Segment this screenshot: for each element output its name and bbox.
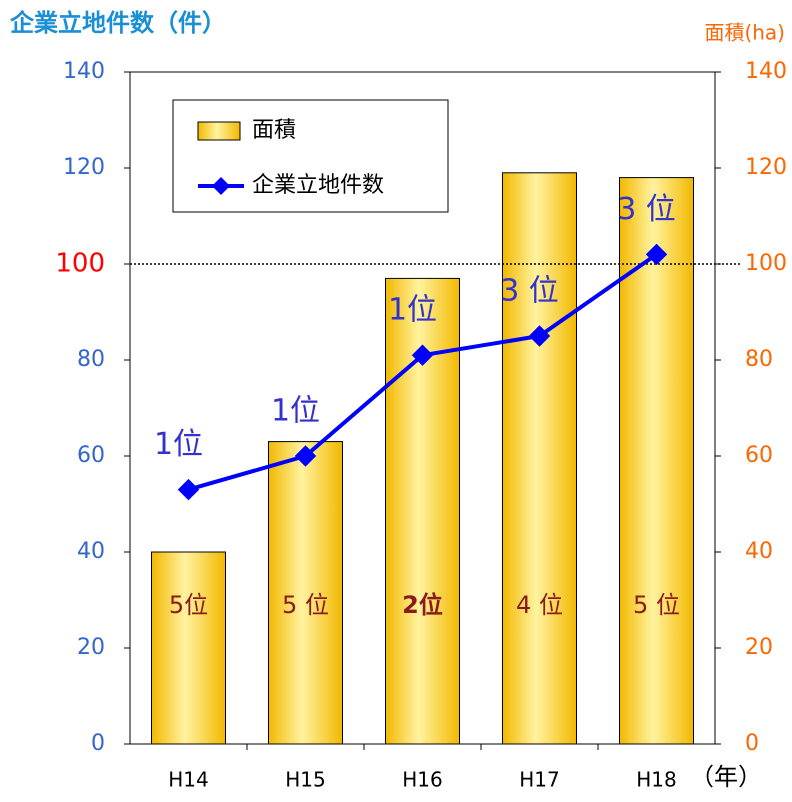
y-tick-label: 80: [77, 347, 105, 372]
legend-label: 面積: [252, 118, 296, 143]
line-annotation: 3 位: [617, 192, 676, 227]
legend-label: 企業立地件数: [252, 173, 384, 198]
line-marker: [294, 445, 317, 467]
y2-tick-label: 140: [745, 59, 787, 84]
y-tick-label: 140: [63, 59, 105, 84]
y2-axis-label: 面積(ha): [704, 21, 785, 45]
y-tick-label: 60: [77, 443, 105, 468]
line-annotation: 1位: [388, 293, 437, 328]
y2-tick-label: 20: [745, 635, 773, 660]
y2-tick-label: 120: [745, 155, 787, 180]
line-marker: [411, 344, 434, 366]
bar-annotation: 5 位: [282, 591, 329, 619]
x-tick-label: H16: [402, 768, 443, 792]
y-axis-label: 企業立地件数（件）: [10, 9, 226, 37]
x-tick-label: H18: [636, 768, 677, 792]
line-annotation: 1位: [154, 427, 203, 462]
y-tick-label: 120: [63, 155, 105, 180]
legend: [172, 99, 449, 213]
x-tick-label: H14: [168, 768, 209, 792]
bar: [268, 441, 343, 745]
bar-annotation: 2位: [402, 591, 443, 619]
bar-annotation: 5位: [169, 591, 208, 619]
y2-tick-label: 60: [745, 443, 773, 468]
line-marker: [645, 243, 668, 266]
line-marker: [528, 325, 551, 347]
y-tick-label: 100: [55, 249, 105, 279]
bar-annotation: 5 位: [633, 591, 680, 619]
bar: [151, 551, 226, 745]
x-tick-label: H15: [285, 768, 326, 792]
legend-marker: [212, 177, 230, 195]
bar: [502, 172, 577, 745]
line-annotation: 1位: [271, 394, 320, 429]
y2-tick-label: 100: [745, 251, 787, 276]
x-axis-label: （年）: [690, 763, 762, 791]
y2-tick-label: 80: [745, 347, 773, 372]
y-tick-label: 20: [77, 635, 105, 660]
y-tick-label: 0: [91, 731, 105, 756]
bar-annotation: 4 位: [516, 591, 563, 619]
y-tick-label: 40: [77, 539, 105, 564]
y2-tick-label: 0: [745, 731, 759, 756]
x-tick-label: H17: [519, 768, 560, 792]
y2-tick-label: 40: [745, 539, 773, 564]
line-marker: [177, 478, 200, 501]
legend-swatch: [197, 121, 241, 141]
line-annotation: 3 位: [500, 274, 559, 309]
